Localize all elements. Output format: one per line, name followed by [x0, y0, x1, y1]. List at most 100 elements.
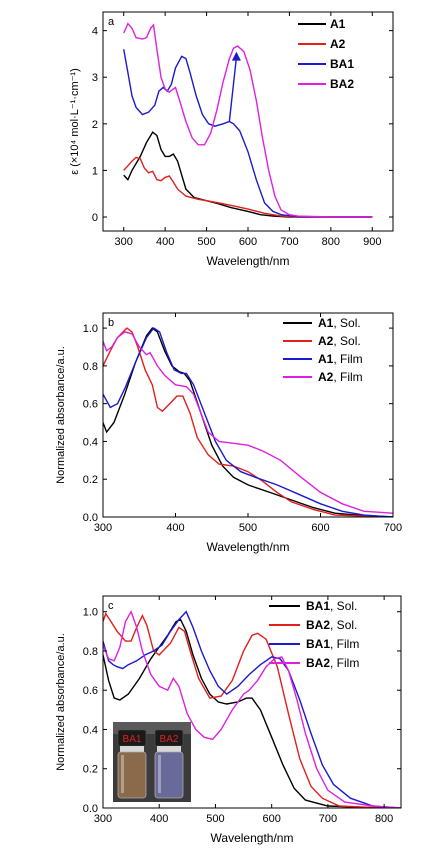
- legend-series-name: BA2: [330, 77, 354, 91]
- x-tick-label: 400: [156, 236, 174, 248]
- legend-entry: BA2: [330, 77, 354, 91]
- series-line-a2sol: [103, 327, 393, 517]
- x-axis-label: Wavelength/nm: [207, 540, 290, 554]
- series-line-ba2film: [103, 610, 401, 808]
- x-tick-label: 600: [239, 236, 257, 248]
- x-tick-label: 500: [197, 236, 215, 248]
- x-tick-label: 700: [319, 813, 337, 825]
- legend-entry: BA1, Sol.: [306, 599, 357, 613]
- vial-body: [117, 751, 147, 799]
- y-tick-label: 0.2: [83, 474, 98, 486]
- y-tick-label: 0: [92, 212, 98, 224]
- series-line-a1: [123, 131, 373, 218]
- vial-label: BA1: [123, 734, 142, 745]
- legend-series-name: A2: [318, 334, 334, 348]
- panel-b: 300 400 500 600 700 0.0 0.2 0.4 0.6 0.8 1.0 b Wavele…: [55, 312, 402, 554]
- y-tick-label: 0.2: [83, 764, 98, 776]
- panel-c: 300 400 500 600 700 800 0.0 0.2 0.4 0.6 0.8 1.0 c Wav…: [55, 595, 402, 845]
- legend-series-suffix: , Sol.: [333, 316, 360, 330]
- x-tick-label: 900: [363, 236, 381, 248]
- legend-entry: A1: [330, 17, 346, 31]
- y-tick-label: 4: [92, 26, 98, 38]
- arrow-head: [231, 51, 241, 61]
- legend-series-suffix: , Film: [333, 352, 362, 366]
- legend-entry: BA1, Film: [306, 637, 359, 651]
- x-tick-label: 400: [166, 522, 184, 534]
- x-tick-label: 700: [384, 522, 402, 534]
- legend-entry: A2, Sol.: [318, 334, 361, 348]
- series-line-ba1sol: [103, 618, 385, 808]
- panel-label: c: [108, 600, 114, 612]
- plot-frame: [102, 11, 394, 232]
- panel-label: a: [108, 16, 115, 28]
- plot-frame: [102, 595, 402, 809]
- series-line-a2: [123, 156, 373, 218]
- y-tick-label: 0.4: [83, 436, 98, 448]
- legend-entry: BA2, Film: [306, 656, 359, 670]
- legend-entry: A2: [330, 37, 346, 51]
- y-tick-label: 1.0: [83, 607, 98, 619]
- y-tick-label: 1.0: [83, 323, 98, 335]
- x-tick-label: 600: [311, 522, 329, 534]
- x-tick-label: 600: [262, 813, 280, 825]
- arrow-shaft: [228, 57, 238, 122]
- x-tick-label: 700: [280, 236, 298, 248]
- x-tick-label: 800: [375, 813, 393, 825]
- inset-photo: BA1 BA2: [113, 722, 191, 802]
- x-axis-label: Wavelength/nm: [211, 831, 294, 845]
- y-tick-label: 3: [92, 72, 98, 84]
- legend-series-name: BA2: [306, 618, 330, 632]
- series-line-a2film: [103, 331, 393, 514]
- y-tick-label: 0.8: [83, 361, 98, 373]
- legend-series-suffix: , Film: [333, 370, 362, 384]
- y-tick-label: 1: [92, 165, 98, 177]
- y-axis-label: ε (×10⁴ mol·L⁻¹·cm⁻¹): [69, 68, 81, 175]
- x-tick-label: 500: [239, 522, 257, 534]
- series-line-a1film: [103, 327, 393, 517]
- x-tick-label: 300: [94, 522, 112, 534]
- x-tick-label: 500: [206, 813, 224, 825]
- legend-series-suffix: , Sol.: [333, 334, 360, 348]
- x-tick-label: 800: [322, 236, 340, 248]
- y-axis-label: Normalized absorbance/a.u.: [55, 633, 67, 771]
- vial-neck: [157, 746, 181, 752]
- y-tick-label: 0.0: [83, 512, 98, 524]
- y-axis-label: Normalized absorbance/a.u.: [55, 346, 67, 484]
- legend-series-suffix: , Sol.: [330, 599, 357, 613]
- legend-series-name: A2: [330, 37, 346, 51]
- legend-series-suffix: , Film: [330, 637, 359, 651]
- legend-series-suffix: , Sol.: [330, 618, 357, 632]
- legend-series-name: BA1: [306, 637, 330, 651]
- y-tick-label: 0.0: [83, 803, 98, 815]
- vial-label: BA2: [160, 734, 179, 745]
- legend-series-name: A2: [318, 370, 334, 384]
- x-tick-label: 300: [94, 813, 112, 825]
- legend-entry: A1, Sol.: [318, 316, 361, 330]
- vial-neck: [120, 746, 144, 752]
- legend-entry: BA2, Sol.: [306, 618, 357, 632]
- vial-glare: [158, 755, 161, 793]
- legend-series-suffix: , Film: [330, 656, 359, 670]
- vial-glare: [121, 755, 124, 793]
- legend-entry: A1, Film: [318, 352, 363, 366]
- vial-body: [154, 751, 184, 799]
- legend-series-name: BA1: [330, 57, 354, 71]
- series-line-ba1: [123, 49, 373, 218]
- y-tick-label: 2: [92, 119, 98, 131]
- legend-series-name: BA2: [306, 656, 330, 670]
- legend-series-name: BA1: [306, 599, 330, 613]
- y-tick-label: 0.6: [83, 399, 98, 411]
- legend-series-name: A1: [318, 352, 334, 366]
- series-line-ba1film: [103, 610, 401, 808]
- y-tick-label: 0.8: [83, 646, 98, 658]
- series-line-ba2: [123, 22, 373, 218]
- legend-series-name: A1: [330, 17, 346, 31]
- legend-entry: A2, Film: [318, 370, 363, 384]
- x-axis-label: Wavelength/nm: [207, 254, 290, 268]
- x-tick-label: 400: [150, 813, 168, 825]
- y-tick-label: 0.6: [83, 685, 98, 697]
- legend-series-name: A1: [318, 316, 334, 330]
